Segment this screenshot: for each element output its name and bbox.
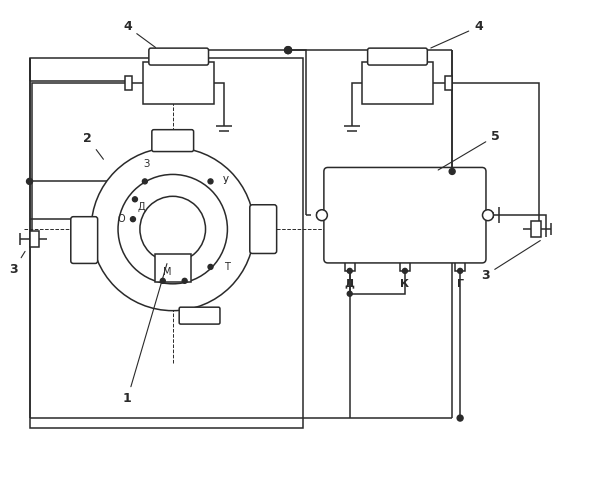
Text: К: К [400, 279, 410, 289]
Circle shape [316, 210, 327, 220]
Text: 2: 2 [83, 132, 103, 159]
FancyBboxPatch shape [368, 48, 427, 65]
Circle shape [457, 415, 463, 421]
Circle shape [347, 291, 352, 296]
Circle shape [132, 197, 138, 202]
Circle shape [182, 279, 187, 284]
Circle shape [130, 217, 135, 221]
Circle shape [458, 269, 463, 274]
FancyBboxPatch shape [149, 48, 208, 65]
Bar [155, 254, 191, 282]
Circle shape [402, 269, 408, 274]
Text: 1: 1 [123, 264, 167, 405]
FancyBboxPatch shape [324, 167, 486, 263]
Text: З: З [144, 159, 150, 169]
FancyBboxPatch shape [250, 205, 277, 254]
Circle shape [160, 279, 165, 284]
Text: Т: Т [225, 262, 230, 272]
Circle shape [91, 148, 254, 311]
Circle shape [143, 179, 147, 184]
Circle shape [347, 269, 352, 274]
Bar [125, 76, 132, 90]
Circle shape [483, 210, 493, 220]
Text: Д: Д [345, 279, 355, 289]
Circle shape [27, 178, 33, 184]
Circle shape [449, 168, 455, 174]
Text: 5: 5 [438, 130, 500, 170]
Circle shape [284, 47, 292, 54]
Text: 3: 3 [481, 240, 541, 282]
Bar [445, 76, 452, 90]
Bar [531, 221, 541, 237]
FancyBboxPatch shape [179, 307, 220, 324]
Bar [30, 231, 39, 247]
Text: М: М [164, 267, 172, 277]
Text: У: У [222, 176, 228, 186]
FancyBboxPatch shape [152, 130, 194, 151]
Text: СТО  ВРС: СТО ВРС [165, 52, 191, 57]
Bar [362, 62, 433, 104]
Text: Д: Д [137, 202, 145, 212]
Text: 4: 4 [431, 20, 483, 48]
Text: 4: 4 [123, 20, 156, 48]
Circle shape [208, 265, 213, 270]
Text: 3: 3 [10, 252, 25, 276]
FancyBboxPatch shape [71, 217, 98, 264]
Circle shape [118, 174, 228, 284]
Bar [143, 62, 214, 104]
Text: ПЛС  ВРС: ПЛС ВРС [385, 52, 411, 57]
Circle shape [140, 196, 205, 262]
Bar [30, 58, 303, 428]
Circle shape [284, 47, 292, 54]
Circle shape [208, 179, 213, 184]
Text: Г: Г [457, 279, 464, 289]
Text: О: О [117, 214, 125, 224]
